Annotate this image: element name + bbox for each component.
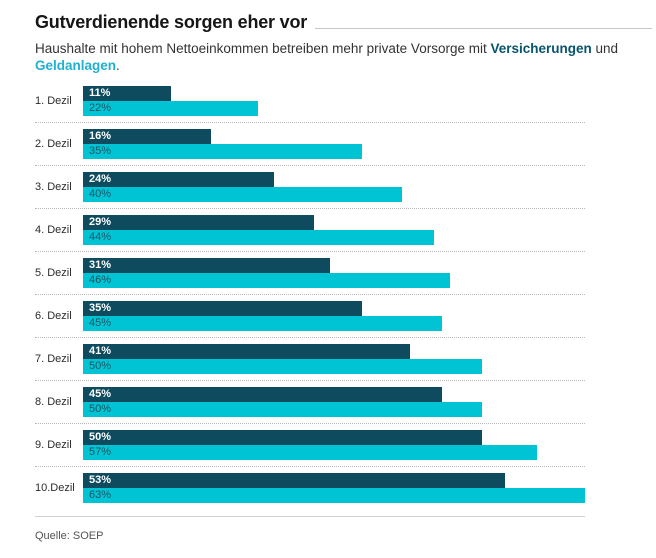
row-bars: 35% 45%: [83, 301, 585, 331]
bar-value-label: 24%: [89, 173, 112, 185]
bar-versicherungen: 35%: [83, 301, 362, 316]
row-label: 3. Dezil: [35, 181, 72, 193]
bar-value-label: 31%: [89, 259, 112, 271]
row-bars: 50% 57%: [83, 430, 585, 460]
bar-value-label: 50%: [89, 431, 112, 443]
bar-value-label: 35%: [89, 145, 112, 157]
title-rule: [315, 28, 652, 29]
row-label: 9. Dezil: [35, 439, 72, 451]
row-label: 1. Dezil: [35, 95, 72, 107]
bar-chart: 1. Dezil 11% 22% 2. Dezil 16% 35% 3. Dez…: [35, 86, 585, 503]
bar-value-label: 11%: [89, 87, 111, 99]
bar-value-label: 29%: [89, 216, 112, 228]
row-label: 2. Dezil: [35, 138, 72, 150]
chart-header: Gutverdienende sorgen eher vor Haushalte…: [35, 12, 656, 74]
bar-geldanlagen: 46%: [83, 273, 450, 288]
row-bars: 24% 40%: [83, 172, 585, 202]
bar-value-label: 50%: [89, 403, 112, 415]
chart-subtitle: Haushalte mit hohem Nettoeinkommen betre…: [35, 41, 645, 74]
chart-title: Gutverdienende sorgen eher vor: [35, 12, 308, 32]
chart-row: 4. Dezil 29% 44%: [35, 215, 585, 252]
row-bars: 41% 50%: [83, 344, 585, 374]
bar-value-label: 22%: [89, 102, 112, 114]
bar-value-label: 44%: [89, 231, 112, 243]
bar-versicherungen: 50%: [83, 430, 482, 445]
subtitle-text: Haushalte mit hohem Nettoeinkommen betre…: [35, 41, 491, 56]
bar-value-label: 50%: [89, 360, 112, 372]
source-note: Quelle: SOEP: [35, 530, 104, 542]
row-bars: 29% 44%: [83, 215, 585, 245]
bar-versicherungen: 11%: [83, 86, 171, 101]
bar-geldanlagen: 35%: [83, 144, 362, 159]
row-bars: 16% 35%: [83, 129, 585, 159]
row-label: 5. Dezil: [35, 267, 72, 279]
chart-row: 5. Dezil 31% 46%: [35, 258, 585, 295]
row-label: 6. Dezil: [35, 310, 72, 322]
title-row: Gutverdienende sorgen eher vor: [35, 12, 652, 32]
chart-row: 6. Dezil 35% 45%: [35, 301, 585, 338]
chart-row: 8. Dezil 45% 50%: [35, 387, 585, 424]
bar-value-label: 57%: [89, 446, 112, 458]
chart-row: 7. Dezil 41% 50%: [35, 344, 585, 381]
bar-value-label: 16%: [89, 130, 112, 142]
chart-row: 10.Dezil 53% 63%: [35, 473, 585, 503]
row-label: 8. Dezil: [35, 396, 72, 408]
bar-value-label: 45%: [89, 317, 112, 329]
bar-versicherungen: 45%: [83, 387, 442, 402]
bar-value-label: 63%: [89, 489, 112, 501]
bar-versicherungen: 53%: [83, 473, 505, 488]
bar-geldanlagen: 50%: [83, 359, 482, 374]
chart-footer: Quelle: SOEP: [35, 516, 585, 542]
chart-row: 1. Dezil 11% 22%: [35, 86, 585, 123]
bar-value-label: 45%: [89, 388, 112, 400]
bar-geldanlagen: 57%: [83, 445, 537, 460]
chart-row: 3. Dezil 24% 40%: [35, 172, 585, 209]
bar-value-label: 35%: [89, 302, 112, 314]
bar-geldanlagen: 63%: [83, 488, 585, 503]
bar-geldanlagen: 22%: [83, 101, 258, 116]
bar-geldanlagen: 45%: [83, 316, 442, 331]
row-bars: 53% 63%: [83, 473, 585, 503]
bar-geldanlagen: 40%: [83, 187, 402, 202]
row-bars: 11% 22%: [83, 86, 585, 116]
subtitle-period: .: [116, 57, 120, 73]
legend-word-geldanlagen: Geldanlagen: [35, 57, 117, 73]
row-label: 10.Dezil: [35, 482, 75, 494]
bar-geldanlagen: 44%: [83, 230, 434, 245]
chart-row: 2. Dezil 16% 35%: [35, 129, 585, 166]
bar-value-label: 41%: [89, 345, 112, 357]
row-bars: 45% 50%: [83, 387, 585, 417]
row-label: 7. Dezil: [35, 353, 72, 365]
subtitle-text-mid: und: [591, 41, 619, 56]
bar-value-label: 40%: [89, 188, 112, 200]
bar-geldanlagen: 50%: [83, 402, 482, 417]
bar-value-label: 46%: [89, 274, 112, 286]
bar-value-label: 53%: [89, 474, 112, 486]
bar-versicherungen: 16%: [83, 129, 211, 144]
legend-word-versicherungen: Versicherungen: [490, 41, 592, 56]
chart-row: 9. Dezil 50% 57%: [35, 430, 585, 467]
bar-versicherungen: 24%: [83, 172, 274, 187]
row-bars: 31% 46%: [83, 258, 585, 288]
bar-versicherungen: 31%: [83, 258, 330, 273]
bar-versicherungen: 29%: [83, 215, 314, 230]
bar-versicherungen: 41%: [83, 344, 410, 359]
row-label: 4. Dezil: [35, 224, 72, 236]
